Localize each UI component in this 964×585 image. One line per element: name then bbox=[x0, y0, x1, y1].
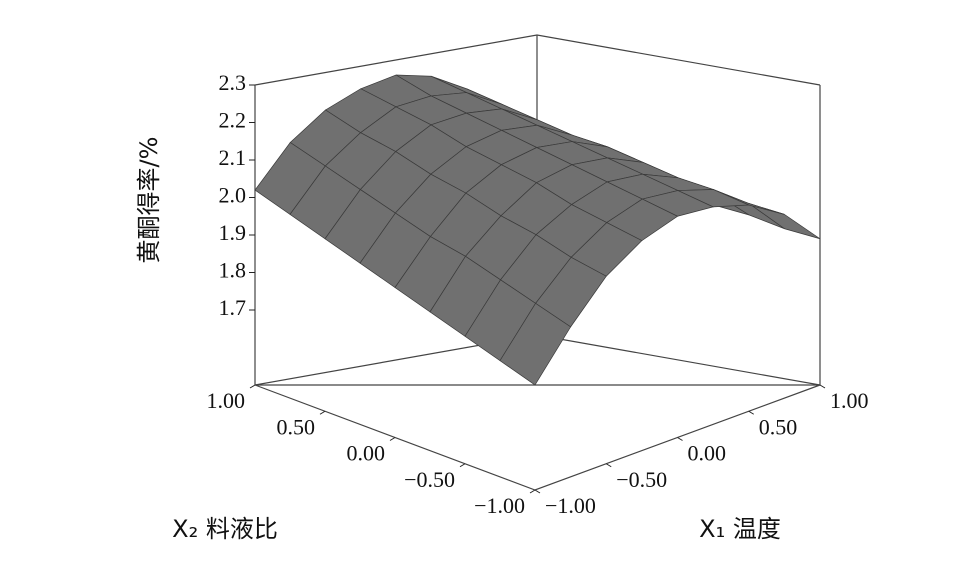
z-tick-label: 2.0 bbox=[219, 183, 247, 208]
z-tick-label: 1.9 bbox=[219, 220, 247, 245]
y-tick-label: −1.00 bbox=[474, 493, 525, 518]
back-top bbox=[254, 34, 821, 86]
surface-cell bbox=[748, 203, 821, 240]
y-tick bbox=[529, 489, 536, 494]
y-tick bbox=[249, 384, 256, 389]
floor-edge bbox=[254, 384, 821, 491]
x-tick-label: 1.00 bbox=[830, 388, 869, 413]
x-tick bbox=[819, 384, 826, 389]
y-tick-label: 0.50 bbox=[277, 414, 316, 439]
x-axis-label: X₁ 温度 bbox=[699, 515, 781, 543]
surface-cell bbox=[499, 302, 572, 386]
y-tick-label: −0.50 bbox=[404, 467, 455, 492]
z-tick-label: 1.7 bbox=[219, 295, 247, 320]
x-tick bbox=[534, 489, 541, 494]
z-tick-label: 2.1 bbox=[219, 145, 247, 170]
y-tick bbox=[319, 410, 326, 415]
y-tick bbox=[459, 463, 466, 468]
x-tick-label: 0.00 bbox=[688, 441, 727, 466]
x-tick-label: −1.00 bbox=[545, 493, 596, 518]
x-tick bbox=[605, 463, 612, 468]
x-tick-label: −0.50 bbox=[616, 467, 667, 492]
z-axis-label: 黄酮得率/% bbox=[135, 137, 163, 264]
z-tick-label: 2.3 bbox=[219, 70, 247, 95]
y-tick-label: 1.00 bbox=[207, 388, 246, 413]
x-tick bbox=[677, 437, 683, 441]
x-tick bbox=[748, 410, 755, 415]
y-axis-label: X₂ 料液比 bbox=[172, 515, 278, 543]
y-tick bbox=[389, 437, 396, 441]
x-tick-label: 0.50 bbox=[759, 414, 798, 439]
z-tick-label: 1.8 bbox=[219, 258, 247, 283]
y-tick-label: 0.00 bbox=[347, 441, 386, 466]
z-tick-label: 2.2 bbox=[219, 108, 247, 133]
